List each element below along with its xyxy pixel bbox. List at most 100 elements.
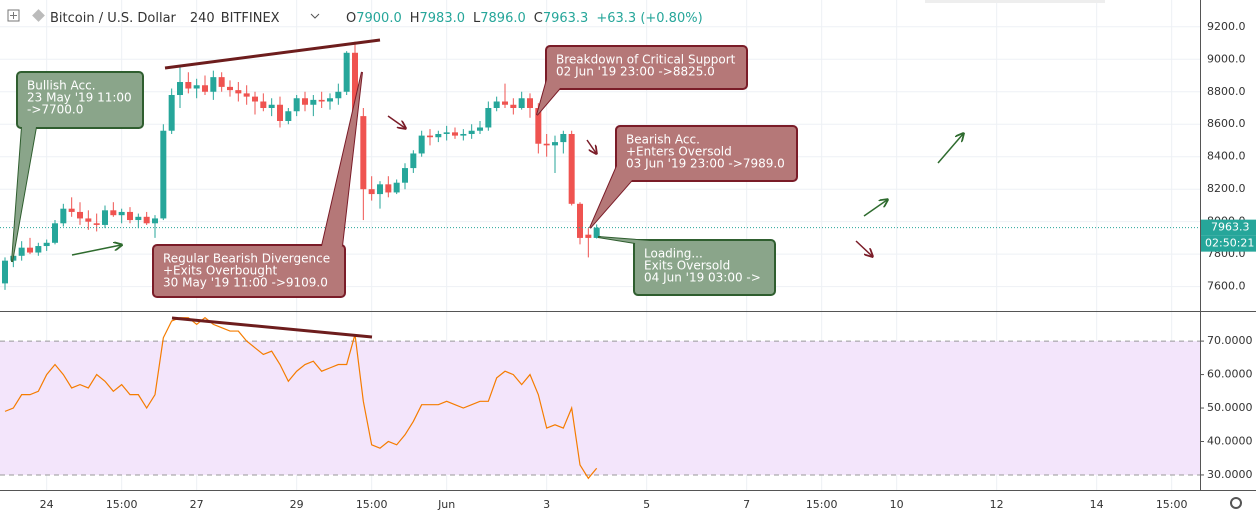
exchange: BITFINEX (221, 11, 280, 26)
candle-body (593, 227, 600, 238)
candle-body (185, 82, 192, 89)
candle-body (360, 116, 367, 190)
candle-body (585, 234, 592, 238)
x-tick-label: 15:00 (806, 498, 838, 511)
y-tick-label: 30.0000 (1207, 468, 1253, 481)
candle-body (343, 52, 350, 92)
callout-pointer (12, 127, 36, 262)
candle-body (118, 211, 125, 216)
candle-body (193, 85, 200, 89)
x-tick-label: 3 (543, 498, 550, 511)
candle-body (527, 98, 533, 108)
ohlc-label: C (534, 11, 543, 26)
candle-body (418, 135, 425, 154)
candle-body (293, 98, 300, 112)
marks: 7600.07800.08000.08200.08400.08600.08800… (0, 20, 1256, 511)
x-tick-label: 15:00 (106, 498, 138, 511)
chart-header: Bitcoin / U.S. Dollar 240 BITFINEX (50, 11, 280, 26)
x-tick-label: 10 (890, 498, 904, 511)
ohlc-value: 7896.0 (480, 11, 526, 26)
y-tick-label: 7600.0 (1207, 280, 1246, 293)
countdown-tag (1201, 235, 1256, 252)
candle-body (252, 96, 258, 102)
ohlc-values: O7900.0 H7983.0 L7896.0 C7963.3 +63.3 (+0.80… (346, 11, 703, 26)
arrow (387, 115, 405, 128)
x-tick-label: 27 (190, 498, 204, 511)
ohlc-label: L (473, 11, 481, 26)
candle-body (43, 242, 50, 247)
candle-body (93, 223, 100, 225)
callout-text: Exits Oversold (644, 259, 730, 273)
candle-body (493, 101, 500, 108)
annotations: Bullish Acc.23 May '19 11:00->7700.0 Regu… (11, 45, 798, 298)
candle-body (2, 260, 8, 284)
candle-body (227, 86, 233, 91)
toolbar-edge (925, 0, 1105, 3)
candle-body (235, 90, 242, 94)
y-tick-label: 8800.0 (1207, 85, 1246, 98)
countdown-label: 02:50:21 (1205, 237, 1254, 250)
y-tick-label: 9200.0 (1207, 20, 1246, 33)
expand-icon[interactable] (7, 9, 20, 22)
callout-text: Loading... (644, 247, 703, 261)
symbol-icon (32, 9, 45, 22)
candle-body (443, 132, 450, 134)
candle-body (268, 104, 275, 108)
y-tick-label: 50.0000 (1207, 401, 1253, 414)
callout-text: ->7700.0 (27, 103, 83, 117)
settings-icon[interactable] (1230, 497, 1242, 509)
y-tick-label: 60.0000 (1207, 368, 1253, 381)
candle-body (552, 142, 558, 146)
callout-text: 04 Jun '19 03:00 -> (644, 271, 761, 285)
candle-body (110, 210, 117, 216)
callout-pointer (537, 76, 560, 115)
candle-body (18, 247, 25, 256)
candle-body (202, 85, 208, 92)
candle-body (218, 77, 225, 87)
candle-body (393, 182, 400, 193)
candle-body (560, 133, 567, 143)
ohlc-label: H (410, 11, 420, 26)
candle-body (435, 133, 442, 138)
candle-body (535, 107, 542, 144)
candle-body (85, 218, 92, 222)
x-tick-label: 29 (290, 498, 304, 511)
rsi-band (0, 341, 1200, 475)
candle-body (177, 82, 183, 96)
candle-body (518, 98, 525, 108)
candle-body (460, 133, 467, 136)
rsi-divergence-line (171, 316, 373, 339)
dropdown-icon[interactable] (310, 13, 320, 19)
candle-body (243, 93, 250, 97)
candle-body (468, 130, 475, 134)
callout-pointer (598, 237, 650, 243)
x-tick-label: 12 (990, 498, 1004, 511)
interval: 240 (190, 11, 215, 26)
y-tick-label: 8600.0 (1207, 117, 1246, 130)
divergence-line (164, 38, 381, 70)
y-tick-label: 9000.0 (1207, 52, 1246, 65)
candle-body (68, 208, 75, 212)
candle-body (260, 101, 267, 108)
candle-body (502, 101, 508, 105)
candle-body (385, 184, 392, 193)
candle-body (60, 208, 67, 224)
candle-body (410, 153, 417, 169)
candle-body (543, 143, 550, 146)
candle-body (210, 77, 217, 92)
candle-body (127, 211, 133, 221)
y-tick-label: 8400.0 (1207, 150, 1246, 163)
candle-body (318, 99, 325, 102)
candle-body (477, 127, 483, 131)
x-tick-label: 15:00 (356, 498, 388, 511)
ohlc-value: 7900.0 (356, 11, 402, 26)
change: +63.3 (+0.80%) (596, 11, 702, 26)
candle-body (510, 104, 517, 108)
x-tick-label: Jun (437, 498, 455, 511)
x-tick-label: 7 (743, 498, 750, 511)
candle-body (27, 247, 33, 253)
x-tick-label: 15:00 (1156, 498, 1188, 511)
callout-text: +Exits Overbought (163, 264, 277, 278)
y-tick-label: 40.0000 (1207, 434, 1253, 447)
candle-body (310, 99, 317, 105)
